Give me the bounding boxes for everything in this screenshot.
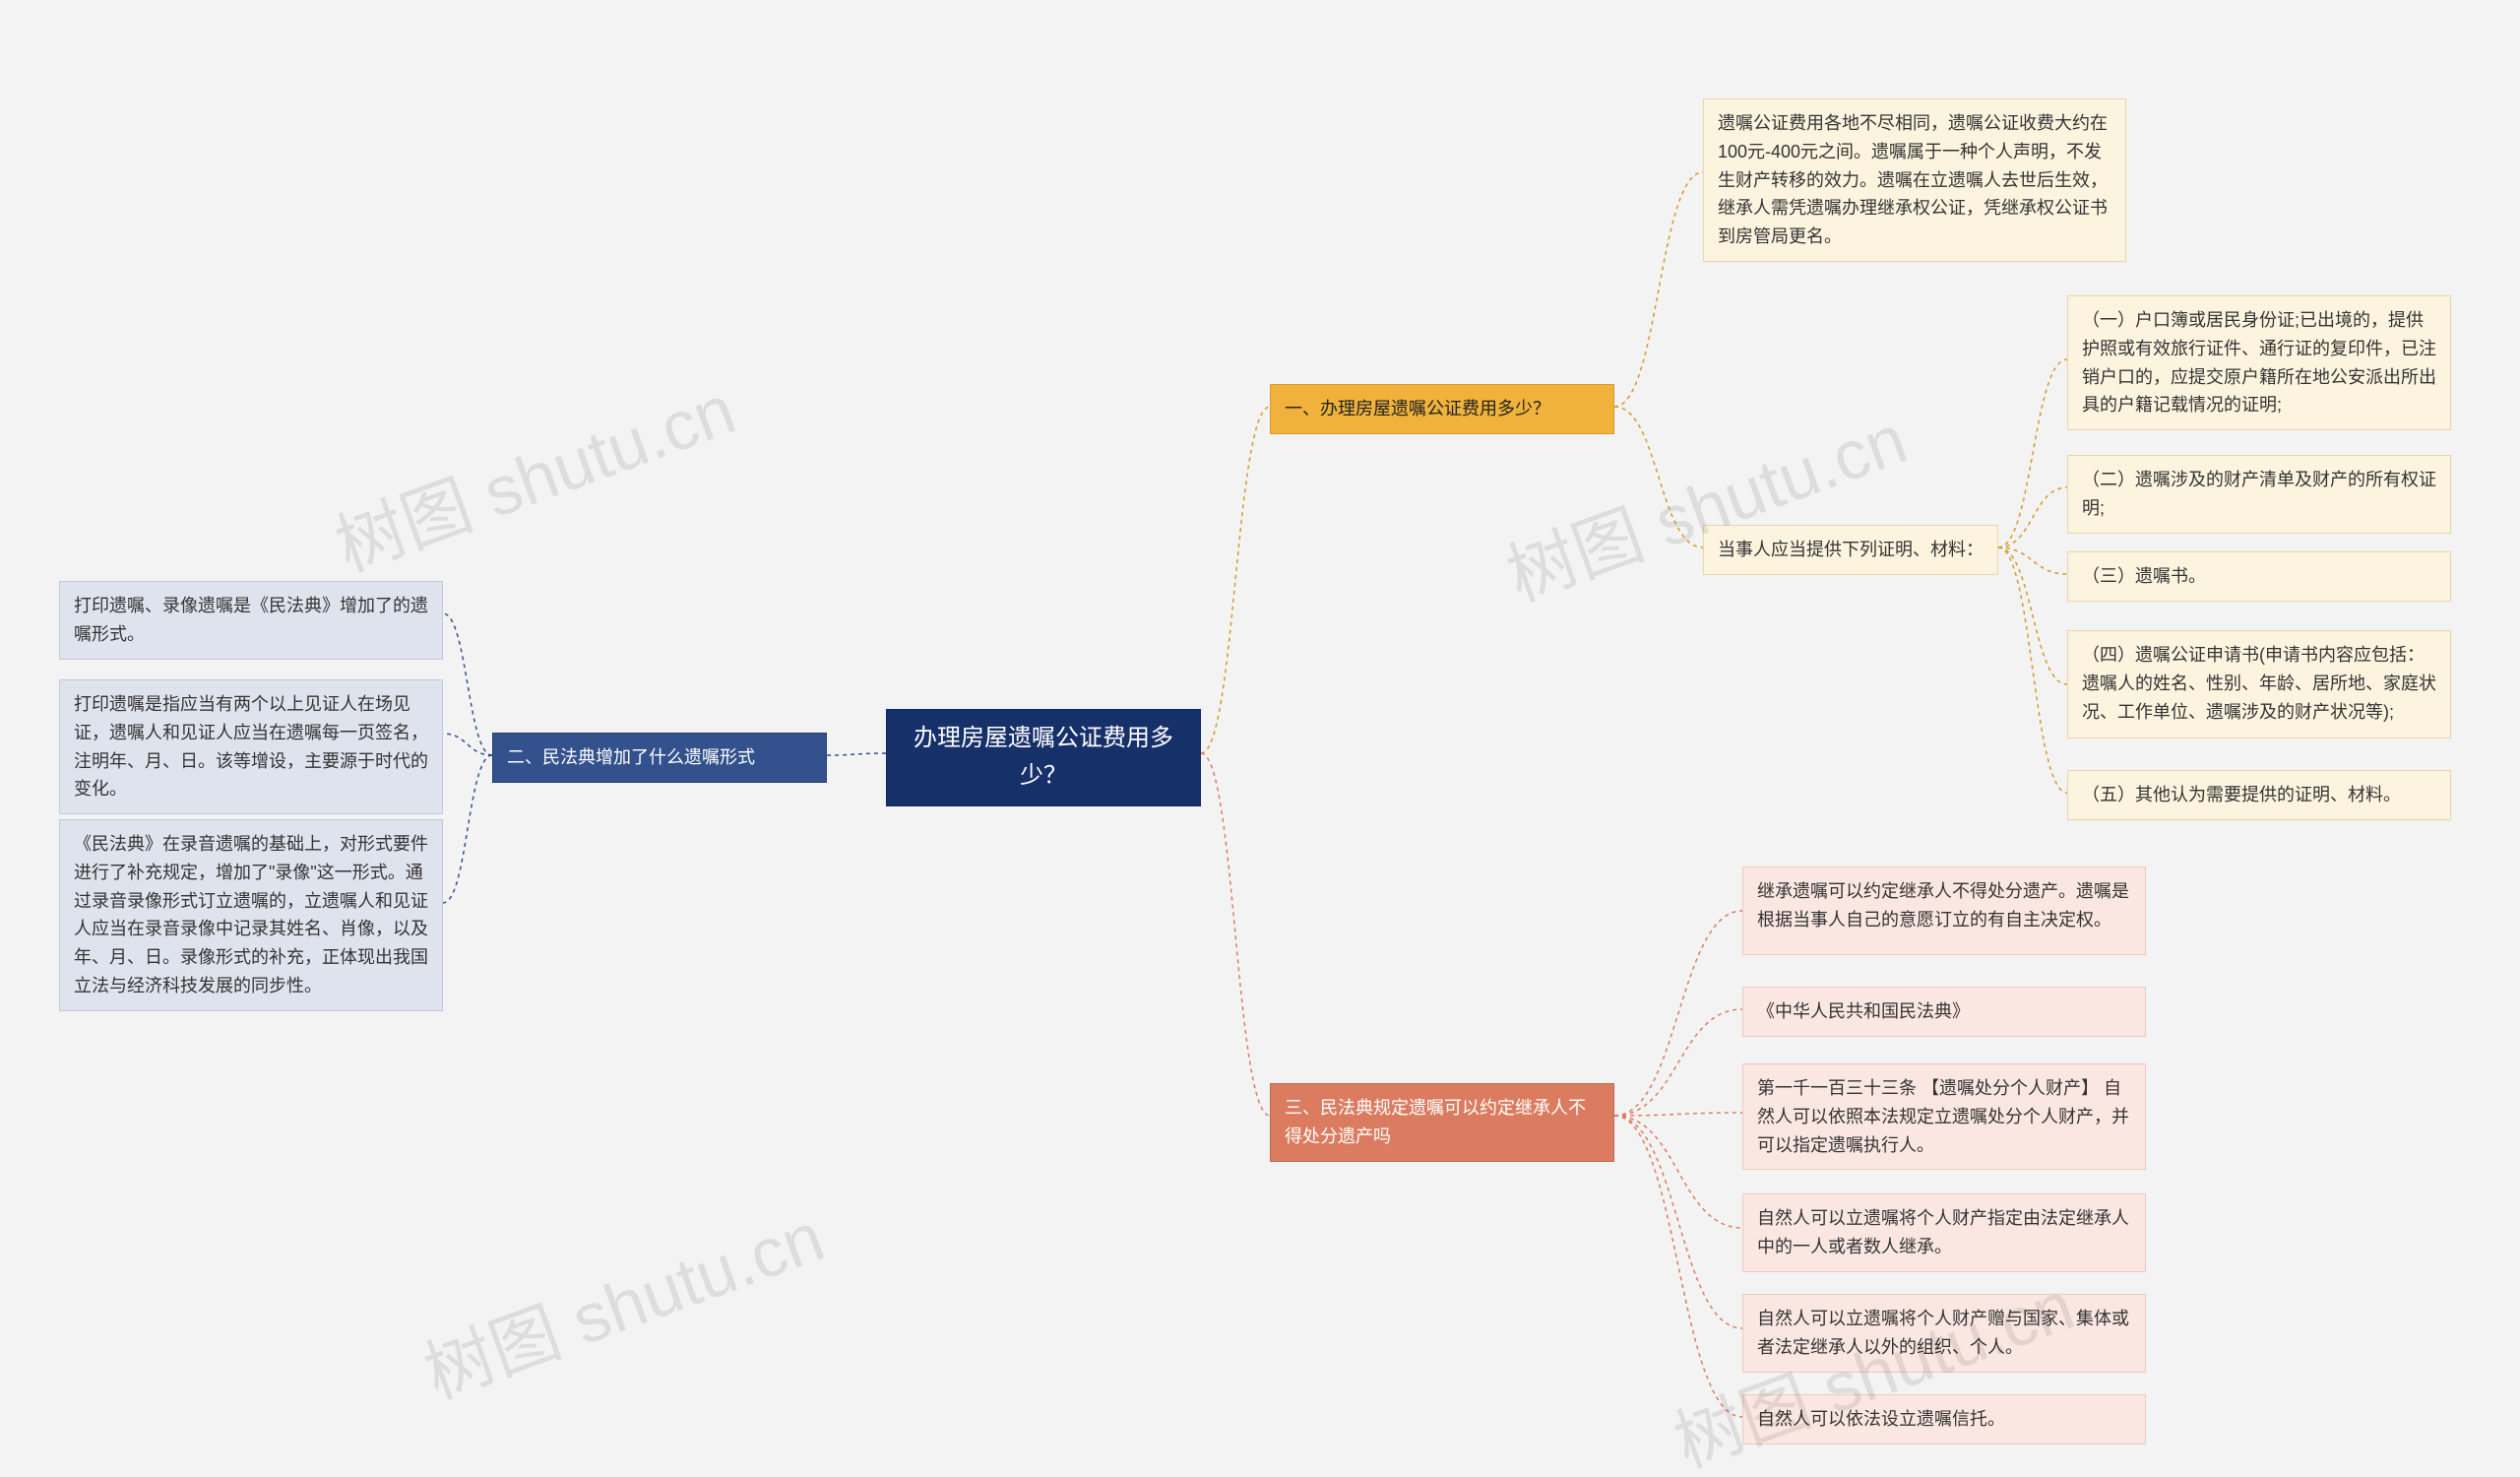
leaf-b2-1: 打印遗嘱是指应当有两个以上见证人在场见证，遗嘱人和见证人应当在遗嘱每一页签名，注…	[59, 679, 443, 814]
branch-b1: 一、办理房屋遗嘱公证费用多少？	[1270, 384, 1614, 434]
leaf-b3-4: 自然人可以立遗嘱将个人财产赠与国家、集体或者法定继承人以外的组织、个人。	[1742, 1294, 2146, 1373]
leaf-b1-0: 遗嘱公证费用各地不尽相同，遗嘱公证收费大约在100元-400元之间。遗嘱属于一种…	[1703, 98, 2126, 262]
leaf-b1-1: 当事人应当提供下列证明、材料：	[1703, 525, 1998, 575]
leaf-b3-5: 自然人可以依法设立遗嘱信托。	[1742, 1394, 2146, 1445]
mindmap-canvas: 办理房屋遗嘱公证费用多少？ 一、办理房屋遗嘱公证费用多少？ 遗嘱公证费用各地不尽相同…	[0, 0, 2520, 1477]
leaf-b2-0: 打印遗嘱、录像遗嘱是《民法典》增加了的遗嘱形式。	[59, 581, 443, 660]
leaf-b1-1-4: （五）其他认为需要提供的证明、材料。	[2067, 770, 2451, 820]
leaf-b2-2: 《民法典》在录音遗嘱的基础上，对形式要件进行了补充规定，增加了"录像"这一形式。…	[59, 819, 443, 1011]
leaf-b3-2: 第一千一百三十三条 【遗嘱处分个人财产】 自然人可以依照本法规定立遗嘱处分个人财…	[1742, 1063, 2146, 1170]
leaf-b3-3: 自然人可以立遗嘱将个人财产指定由法定继承人中的一人或者数人继承。	[1742, 1193, 2146, 1272]
watermark-2: 树图 shutu.cn	[410, 1183, 836, 1419]
leaf-b1-1-1: （二）遗嘱涉及的财产清单及财产的所有权证明;	[2067, 455, 2451, 534]
leaf-b1-1-2: （三）遗嘱书。	[2067, 551, 2451, 602]
leaf-b1-1-0: （一）户口簿或居民身份证;已出境的，提供护照或有效旅行证件、通行证的复印件，已注…	[2067, 295, 2451, 430]
watermark-0: 树图 shutu.cn	[321, 355, 747, 592]
leaf-b3-1: 《中华人民共和国民法典》	[1742, 987, 2146, 1037]
branch-b3: 三、民法典规定遗嘱可以约定继承人不得处分遗产吗	[1270, 1083, 1614, 1162]
leaf-b3-0: 继承遗嘱可以约定继承人不得处分遗产。遗嘱是根据当事人自己的意愿订立的有自主决定权…	[1742, 867, 2146, 955]
root-node: 办理房屋遗嘱公证费用多少？	[886, 709, 1201, 806]
leaf-b1-1-3: （四）遗嘱公证申请书(申请书内容应包括：遗嘱人的姓名、性别、年龄、居所地、家庭状…	[2067, 630, 2451, 738]
branch-b2: 二、民法典增加了什么遗嘱形式	[492, 733, 827, 783]
